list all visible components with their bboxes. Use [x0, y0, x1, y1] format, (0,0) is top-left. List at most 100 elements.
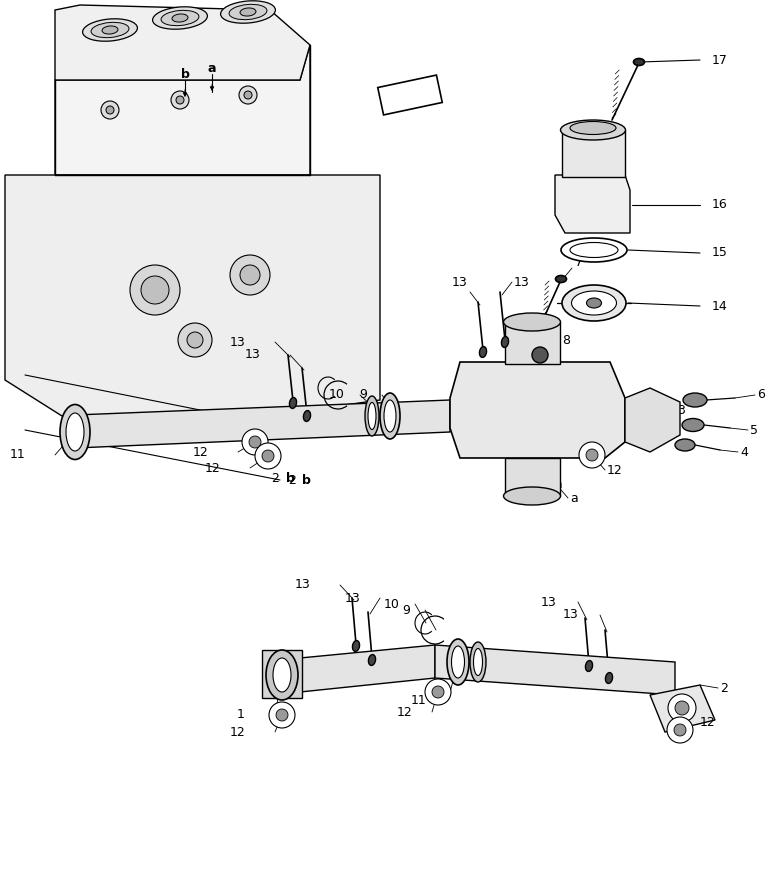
Ellipse shape: [605, 673, 612, 683]
Ellipse shape: [91, 23, 129, 37]
Ellipse shape: [66, 413, 84, 451]
Ellipse shape: [266, 650, 298, 700]
Circle shape: [425, 679, 451, 705]
Ellipse shape: [570, 242, 618, 257]
Ellipse shape: [289, 397, 297, 408]
Ellipse shape: [682, 419, 704, 432]
Text: 10: 10: [384, 598, 400, 611]
Ellipse shape: [152, 7, 207, 30]
Circle shape: [178, 323, 212, 357]
Ellipse shape: [503, 313, 560, 331]
Circle shape: [249, 436, 261, 448]
Circle shape: [187, 332, 203, 348]
Text: 13: 13: [514, 275, 530, 289]
Ellipse shape: [503, 487, 560, 505]
Text: b: b: [285, 472, 295, 485]
Bar: [562, 130, 625, 177]
Ellipse shape: [571, 291, 617, 315]
Ellipse shape: [229, 4, 267, 20]
Text: 10: 10: [329, 388, 345, 401]
Circle shape: [106, 106, 114, 114]
Ellipse shape: [161, 10, 199, 26]
Ellipse shape: [451, 646, 465, 678]
Text: a: a: [208, 62, 216, 75]
Text: 13: 13: [244, 348, 260, 362]
Circle shape: [176, 96, 184, 104]
Polygon shape: [378, 75, 442, 115]
Ellipse shape: [561, 238, 627, 262]
Ellipse shape: [447, 639, 469, 685]
Text: 13: 13: [344, 592, 360, 605]
Circle shape: [130, 265, 180, 315]
Ellipse shape: [474, 648, 482, 675]
Text: 2: 2: [720, 681, 728, 694]
Text: 12: 12: [204, 461, 220, 474]
Ellipse shape: [368, 402, 376, 429]
Text: 16: 16: [712, 198, 727, 211]
Ellipse shape: [83, 19, 138, 41]
Circle shape: [276, 709, 288, 721]
Text: 12: 12: [700, 715, 716, 728]
Circle shape: [579, 442, 605, 468]
Polygon shape: [5, 175, 380, 440]
Text: 9: 9: [359, 388, 367, 401]
Circle shape: [255, 443, 281, 469]
Text: 8: 8: [562, 334, 570, 347]
Circle shape: [101, 101, 119, 119]
Ellipse shape: [587, 298, 601, 308]
Ellipse shape: [562, 285, 626, 321]
Text: a: a: [570, 492, 577, 505]
Text: 12: 12: [397, 706, 412, 719]
Ellipse shape: [634, 58, 645, 65]
Ellipse shape: [304, 410, 311, 421]
Bar: [505, 458, 560, 496]
Text: a: a: [553, 479, 562, 492]
Text: 14: 14: [712, 300, 727, 313]
Polygon shape: [75, 400, 450, 448]
Text: 11: 11: [410, 693, 426, 706]
Text: FWD: FWD: [397, 87, 427, 103]
Circle shape: [171, 91, 189, 109]
Circle shape: [141, 276, 169, 304]
Text: 6: 6: [757, 388, 764, 401]
Ellipse shape: [470, 642, 486, 682]
Text: 13: 13: [540, 595, 556, 608]
Ellipse shape: [585, 660, 593, 672]
Ellipse shape: [369, 654, 376, 666]
Text: 12: 12: [230, 726, 245, 739]
Text: 13: 13: [295, 579, 310, 592]
Text: 2: 2: [288, 474, 296, 487]
Text: 2: 2: [271, 472, 279, 485]
Circle shape: [239, 86, 257, 104]
Circle shape: [240, 265, 260, 285]
Bar: [505, 322, 560, 364]
Text: 13: 13: [230, 335, 245, 348]
Ellipse shape: [479, 347, 486, 357]
Circle shape: [230, 255, 270, 295]
Circle shape: [668, 694, 696, 722]
Text: 4: 4: [740, 446, 747, 459]
Circle shape: [674, 724, 686, 736]
Text: 1: 1: [237, 708, 245, 721]
Text: 9: 9: [402, 603, 410, 616]
Circle shape: [242, 429, 268, 455]
Text: 5: 5: [750, 423, 758, 436]
Polygon shape: [450, 362, 625, 458]
Polygon shape: [555, 175, 630, 233]
Polygon shape: [625, 388, 680, 452]
Ellipse shape: [683, 393, 707, 407]
Ellipse shape: [380, 393, 400, 439]
Ellipse shape: [273, 658, 291, 692]
Circle shape: [532, 347, 548, 363]
Circle shape: [432, 686, 444, 698]
Polygon shape: [55, 5, 310, 80]
Text: b: b: [301, 474, 311, 487]
Ellipse shape: [60, 404, 90, 460]
Circle shape: [667, 717, 693, 743]
Ellipse shape: [556, 275, 567, 282]
Text: 11: 11: [9, 448, 25, 461]
Ellipse shape: [102, 26, 118, 34]
Ellipse shape: [570, 122, 616, 135]
Ellipse shape: [675, 439, 695, 451]
Text: 3: 3: [677, 403, 685, 416]
